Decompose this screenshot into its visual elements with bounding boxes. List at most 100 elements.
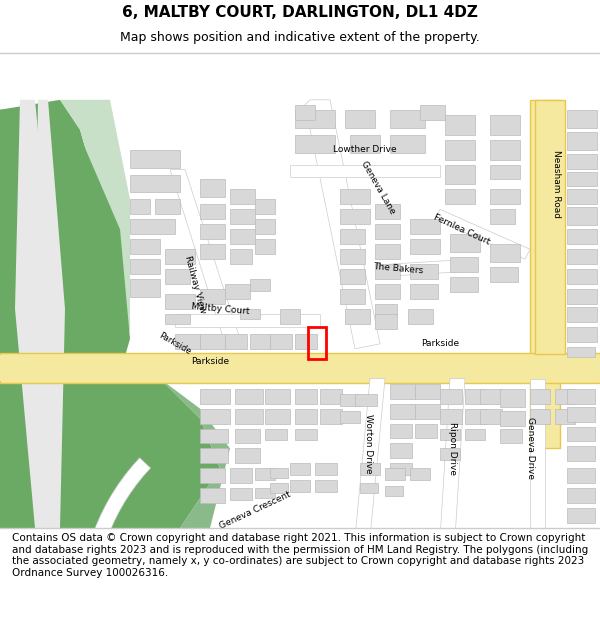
Text: Geneva Drive: Geneva Drive (526, 418, 535, 479)
Bar (130, 239, 160, 254)
Bar (200, 488, 225, 503)
Bar (290, 463, 310, 476)
Text: Fernlea Court: Fernlea Court (433, 213, 491, 246)
Bar (415, 404, 440, 419)
Bar (490, 115, 520, 134)
Bar (480, 389, 502, 404)
Bar (320, 389, 342, 404)
Bar (530, 389, 550, 404)
Text: Parkside: Parkside (191, 357, 229, 366)
Text: Maltby Court: Maltby Court (191, 302, 250, 316)
Text: Railway View: Railway View (183, 254, 207, 314)
Bar (410, 264, 438, 279)
Text: Geneva Lane: Geneva Lane (359, 159, 397, 216)
Bar (295, 110, 335, 128)
Bar (270, 468, 288, 478)
Bar (200, 204, 225, 219)
Polygon shape (440, 379, 465, 538)
Bar (375, 314, 397, 329)
Bar (225, 284, 250, 299)
Bar (375, 204, 400, 219)
Bar (465, 409, 487, 424)
Bar (490, 209, 515, 224)
Bar (255, 239, 275, 254)
Bar (440, 449, 460, 461)
Bar (490, 267, 518, 282)
Bar (567, 154, 597, 169)
Bar (340, 411, 360, 422)
Polygon shape (0, 352, 600, 382)
Bar (165, 249, 195, 264)
Bar (200, 468, 225, 483)
Bar (410, 284, 438, 299)
Bar (360, 463, 380, 476)
Polygon shape (15, 100, 55, 528)
Bar (450, 234, 480, 253)
Bar (255, 219, 275, 234)
Text: 6, MALTBY COURT, DARLINGTON, DL1 4DZ: 6, MALTBY COURT, DARLINGTON, DL1 4DZ (122, 5, 478, 20)
Polygon shape (0, 100, 110, 528)
Bar (265, 409, 290, 424)
Bar (340, 229, 365, 244)
Bar (165, 294, 195, 309)
Bar (390, 463, 412, 476)
Polygon shape (80, 359, 230, 528)
Text: Ripon Drive: Ripon Drive (448, 422, 457, 475)
Bar (375, 244, 400, 259)
Bar (567, 229, 597, 244)
Bar (295, 429, 317, 441)
Bar (340, 394, 360, 406)
Bar (415, 424, 437, 439)
Bar (440, 389, 462, 404)
Bar (340, 189, 370, 204)
Bar (130, 279, 160, 297)
Bar (567, 208, 597, 225)
Bar (567, 327, 597, 342)
Bar (410, 239, 440, 254)
Bar (200, 179, 225, 198)
Bar (415, 384, 440, 399)
Bar (450, 277, 478, 292)
Text: Parkside: Parkside (157, 331, 193, 357)
Bar (240, 309, 260, 319)
Text: Neasham Road: Neasham Road (553, 151, 562, 219)
Bar (230, 229, 255, 244)
Bar (408, 309, 433, 324)
Bar (567, 269, 597, 284)
Bar (270, 334, 292, 349)
Bar (295, 409, 317, 424)
Bar (390, 134, 425, 152)
Bar (340, 269, 365, 284)
Bar (567, 407, 595, 421)
Bar (230, 468, 252, 483)
Bar (360, 483, 378, 493)
Bar (375, 224, 400, 239)
Polygon shape (530, 100, 560, 449)
Bar (200, 289, 225, 304)
Bar (385, 486, 403, 496)
Bar (440, 409, 462, 424)
Polygon shape (60, 100, 130, 399)
Bar (225, 334, 247, 349)
Bar (200, 389, 230, 404)
Bar (567, 347, 595, 357)
Bar (255, 199, 275, 214)
Bar (320, 409, 342, 424)
Text: Geneva Crescent: Geneva Crescent (218, 490, 292, 531)
Bar (567, 110, 597, 128)
Bar (200, 244, 225, 259)
Bar (390, 110, 425, 128)
Bar (375, 304, 397, 316)
Polygon shape (305, 100, 380, 349)
Bar (567, 426, 595, 441)
Bar (567, 249, 597, 264)
Bar (315, 463, 337, 476)
Bar (567, 289, 597, 304)
Bar (270, 483, 288, 493)
Bar (290, 480, 310, 492)
Text: Worton Drive: Worton Drive (364, 414, 373, 473)
Bar (375, 284, 400, 299)
Polygon shape (0, 105, 130, 528)
Polygon shape (170, 169, 240, 344)
Polygon shape (0, 359, 220, 528)
